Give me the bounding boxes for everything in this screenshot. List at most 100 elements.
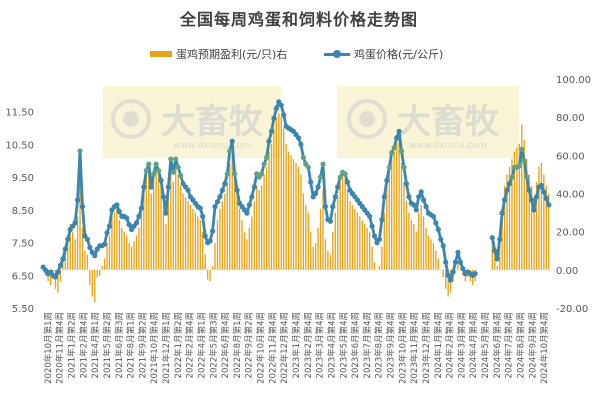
profit-bar [400, 162, 403, 270]
profit-bar [319, 208, 322, 270]
price-point [133, 220, 140, 226]
price-point [87, 244, 93, 251]
x-tick-label: 2024年3月第4周 [456, 312, 467, 378]
legend-item-price[interactable]: 鸡蛋价格(元/公斤) [324, 46, 443, 62]
x-axis: 2020年10月第1周 2020年11月第4周 2021年1月第2周 2021年2月第… [43, 312, 550, 384]
price-point [531, 207, 537, 213]
price-point [62, 246, 68, 252]
price-point [173, 156, 179, 162]
profit-bar [526, 159, 528, 270]
profit-bar [383, 212, 386, 270]
profit-bar [172, 182, 174, 270]
profit-bar [454, 269, 457, 271]
price-point [418, 189, 424, 195]
profit-bar [138, 227, 140, 270]
price-point [146, 161, 152, 167]
profit-bar [349, 201, 351, 270]
price-point [114, 202, 120, 208]
price-point [411, 202, 417, 208]
x-tick-label: 2023年6月第4周 [350, 312, 361, 378]
legend-bar-swatch-icon [150, 51, 172, 57]
x-tick-label: 2021年9月第2周 [137, 312, 148, 378]
x-tick-label: 2021年10月第4周 [149, 312, 160, 384]
profit-bar [499, 239, 501, 270]
price-point [406, 194, 412, 200]
price-point [251, 184, 257, 190]
x-tick-label: 2024年1月第4周 [433, 312, 444, 378]
profit-bar [437, 258, 440, 270]
profit-bar [332, 231, 334, 270]
profit-bar [506, 174, 508, 270]
x-tick-label: 2024年2月第4周 [445, 312, 456, 378]
price-point [249, 194, 255, 200]
price-point [320, 161, 326, 167]
profit-bar [376, 269, 378, 271]
price-point [92, 253, 98, 259]
profit-bar [391, 159, 393, 270]
profit-bar [140, 212, 143, 270]
profit-bar [101, 266, 103, 270]
profit-bar [187, 201, 189, 270]
price-point [519, 146, 525, 152]
price-point [244, 210, 250, 216]
price-point [158, 177, 164, 183]
price-point [421, 197, 427, 203]
price-point [526, 187, 532, 193]
profit-bar [209, 269, 211, 282]
price-point [369, 223, 375, 229]
price-point [371, 233, 378, 239]
price-point [499, 210, 505, 216]
x-tick-label: 2024年9月第4周 [527, 312, 538, 378]
x-tick-label: 2023年8月第4周 [374, 312, 385, 378]
profit-bar [361, 220, 363, 270]
profit-bar [310, 231, 312, 270]
profit-bar [295, 162, 297, 270]
price-point [330, 204, 336, 210]
profit-bar [152, 178, 155, 270]
price-point [516, 163, 522, 169]
price-point [84, 236, 90, 242]
watermark-brand-right: 大畜牧 [397, 102, 500, 142]
price-point [79, 204, 86, 210]
right-tick-label: 20.00 [556, 228, 585, 239]
price-point [210, 228, 216, 234]
profit-bar [69, 224, 71, 270]
price-point [450, 269, 456, 275]
x-tick-label: 2020年11月第4周 [55, 312, 66, 384]
profit-bar [447, 269, 449, 297]
profit-bar [256, 185, 258, 270]
x-tick-label: 2024年5月第4周 [480, 312, 491, 378]
profit-bar [346, 189, 349, 270]
profit-bar [503, 185, 506, 270]
price-point [168, 156, 174, 162]
price-point [455, 249, 461, 255]
legend: 蛋鸡预期盈利(元/只)右 鸡蛋价格(元/公斤) [0, 46, 598, 62]
profit-bar [118, 220, 120, 270]
profit-bar [253, 201, 255, 270]
price-point [207, 238, 213, 244]
price-point [423, 204, 429, 210]
price-point [298, 141, 304, 147]
price-point [77, 148, 83, 154]
price-point [386, 164, 392, 170]
legend-line-swatch-icon [324, 48, 350, 60]
price-point [266, 138, 272, 144]
profit-bar [371, 246, 373, 270]
price-point [305, 164, 311, 170]
profit-bar [518, 143, 520, 270]
left-axis: 5.50 6.50 7.50 8.50 9.50 10.50 11.50 [5, 108, 34, 315]
profit-bar [540, 162, 543, 270]
price-point [384, 177, 390, 183]
profit-bar [324, 239, 327, 270]
profit-bar [67, 235, 69, 270]
profit-bar [108, 235, 111, 270]
price-point [281, 112, 287, 118]
profit-bar [432, 243, 435, 270]
price-point [403, 181, 409, 187]
price-point [200, 213, 206, 219]
x-tick-label: 2022年9月第2周 [244, 312, 255, 378]
x-tick-label: 2022年4月第1周 [197, 312, 208, 378]
profit-bar [204, 254, 206, 270]
profit-bar [516, 147, 518, 270]
legend-item-profit[interactable]: 蛋鸡预期盈利(元/只)右 [150, 46, 287, 62]
